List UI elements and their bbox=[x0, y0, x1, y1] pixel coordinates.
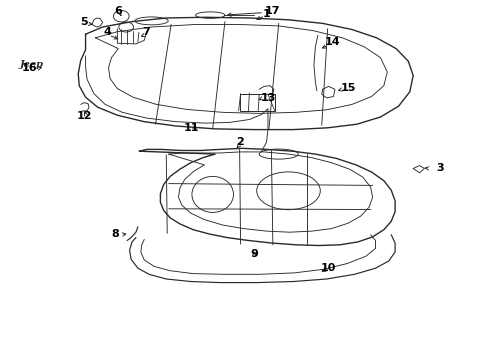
Text: 17: 17 bbox=[264, 6, 280, 16]
Text: 6: 6 bbox=[114, 6, 122, 16]
Bar bbox=[239, 94, 274, 111]
Text: 14: 14 bbox=[324, 37, 340, 48]
Text: 1: 1 bbox=[262, 9, 270, 19]
Text: 4: 4 bbox=[103, 27, 111, 37]
Text: 7: 7 bbox=[142, 27, 149, 37]
Text: 3: 3 bbox=[435, 163, 443, 174]
Text: 2: 2 bbox=[235, 137, 243, 147]
Text: 15: 15 bbox=[340, 83, 355, 93]
Text: 16: 16 bbox=[21, 63, 37, 73]
Text: 12: 12 bbox=[76, 111, 92, 121]
Text: 10: 10 bbox=[320, 263, 336, 273]
Text: 11: 11 bbox=[183, 123, 199, 133]
Text: 8: 8 bbox=[111, 229, 119, 239]
Text: 13: 13 bbox=[260, 93, 275, 103]
Text: 5: 5 bbox=[80, 17, 88, 27]
Text: Jeep: Jeep bbox=[20, 59, 44, 68]
Text: 9: 9 bbox=[250, 249, 258, 259]
